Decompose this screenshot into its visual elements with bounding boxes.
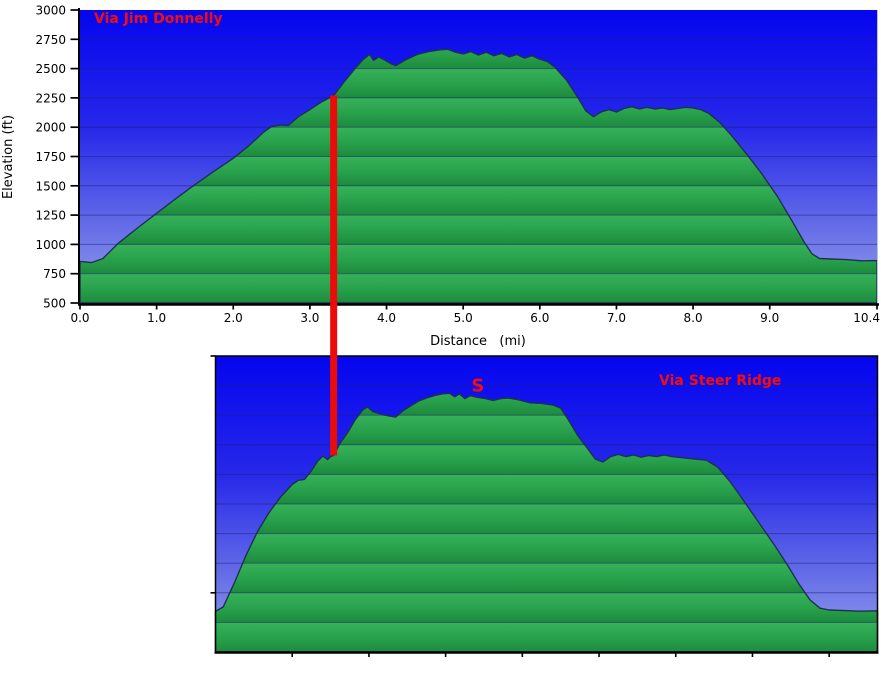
y-tick-label: 2500 <box>35 62 66 76</box>
chart-steer-ridge <box>210 355 879 657</box>
chart-title-jim-donnelly: Via Jim Donnelly <box>94 11 223 27</box>
y-tick-label: 1500 <box>35 179 66 193</box>
x-axis-title: Distance (mi) <box>430 334 526 349</box>
x-tick-label: 3.0 <box>300 311 319 325</box>
x-tick-label: 2.0 <box>224 311 243 325</box>
y-tick-label: 1000 <box>35 238 66 252</box>
x-tick-label: 8.0 <box>684 311 703 325</box>
y-tick-label: 1250 <box>35 209 66 223</box>
x-tick-label: 4.0 <box>377 311 396 325</box>
x-tick-label: 10.4 <box>853 311 880 325</box>
y-tick-label: 3000 <box>35 4 66 18</box>
x-tick-label: 7.0 <box>607 311 626 325</box>
x-tick-label: 5.0 <box>454 311 473 325</box>
y-tick-label: 2250 <box>35 91 66 105</box>
y-tick-label: 750 <box>43 267 66 281</box>
summit-junction-s-label: S <box>471 376 484 397</box>
x-tick-label: 9.0 <box>760 311 779 325</box>
x-tick-label: 0.0 <box>70 311 89 325</box>
terrain-elevation-area <box>79 48 878 304</box>
chart-text-labels: Via Jim Donnelly Via Steer Ridge S Dista… <box>1 11 781 397</box>
chart-title-steer-ridge: Via Steer Ridge <box>659 373 781 389</box>
x-tick-label: 1.0 <box>147 311 166 325</box>
y-tick-label: 2750 <box>35 33 66 47</box>
terrain-elevation-area <box>214 392 879 653</box>
y-axis-title: Elevation (ft) <box>1 115 16 199</box>
y-tick-label: 1750 <box>35 150 66 164</box>
x-tick-label: 6.0 <box>530 311 549 325</box>
y-tick-label: 500 <box>43 297 66 311</box>
y-tick-label: 2000 <box>35 121 66 135</box>
chart-jim-donnelly: 3000 2750 2500 2250 2000 1750 1500 1250 1000 750 5… <box>35 4 880 326</box>
